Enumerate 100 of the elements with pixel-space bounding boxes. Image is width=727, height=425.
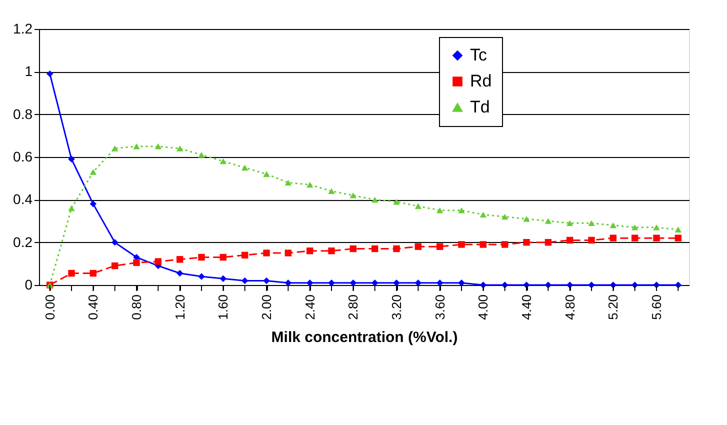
point: [414, 280, 422, 286]
point: [566, 282, 574, 288]
point: [306, 280, 314, 286]
point: [414, 243, 422, 250]
x-tick-label: 2.80: [346, 294, 361, 320]
point: [674, 234, 682, 242]
point: [176, 270, 184, 277]
point: [154, 143, 162, 150]
legend-label: Td: [470, 98, 490, 116]
point: [458, 280, 465, 286]
point: [220, 254, 227, 261]
x-tick-label: 0.80: [129, 294, 144, 320]
point: [544, 238, 552, 246]
y-tick-label: 0.6: [13, 148, 33, 164]
point: [133, 143, 140, 150]
point: [111, 146, 118, 152]
point: [46, 70, 54, 78]
x-tick-label: 4.80: [562, 294, 578, 320]
x-tick-label: 0.00: [42, 294, 58, 320]
point: [350, 192, 357, 198]
point: [414, 203, 422, 209]
point: [350, 280, 357, 286]
point: [631, 234, 638, 242]
point: [480, 282, 487, 288]
point: [350, 245, 357, 252]
point: [371, 196, 378, 203]
x-tick-label: 1.20: [172, 294, 188, 320]
point: [674, 282, 682, 288]
point: [263, 171, 270, 177]
y-tick-label: 0.2: [13, 234, 33, 250]
x-tick-label: 1.60: [216, 294, 231, 320]
point: [90, 270, 97, 277]
x-tick-label: 2.00: [259, 294, 274, 320]
point: [198, 152, 205, 158]
point: [544, 218, 552, 224]
point: [610, 222, 617, 228]
point: [566, 220, 574, 226]
point: [176, 146, 184, 152]
x-tick-label: 4.40: [519, 294, 534, 320]
point: [241, 164, 248, 171]
point: [436, 243, 444, 250]
point: [328, 248, 335, 254]
point: [610, 282, 617, 288]
point: [653, 234, 660, 242]
y-tick-label: 0.4: [13, 191, 33, 208]
legend-label: Tc: [470, 46, 488, 64]
point: [263, 250, 270, 256]
point: [133, 259, 140, 266]
point: [393, 245, 400, 252]
legend-label: Rd: [470, 72, 492, 90]
point: [284, 180, 292, 186]
point: [263, 277, 270, 284]
point: [154, 258, 162, 265]
point: [588, 220, 595, 226]
point: [610, 234, 617, 242]
x-tick-label: 5.20: [606, 294, 621, 320]
point: [393, 280, 400, 286]
point: [68, 270, 75, 277]
point: [111, 238, 118, 246]
x-tick-label: 5.60: [649, 294, 664, 320]
x-axis-title: Milk concentration (%Vol.): [271, 328, 458, 346]
point: [566, 236, 574, 244]
y-tick-label: 0.8: [13, 106, 33, 122]
point: [90, 200, 97, 208]
point: [458, 241, 465, 248]
point: [436, 207, 444, 214]
point: [393, 198, 400, 205]
point: [653, 224, 660, 230]
point: [501, 241, 508, 248]
y-tick-label: 0: [24, 276, 33, 292]
point: [371, 280, 378, 286]
point: [306, 182, 314, 188]
point: [90, 169, 97, 175]
point: [198, 273, 205, 280]
point: [198, 254, 205, 261]
point: [68, 205, 75, 212]
point: [328, 188, 335, 194]
x-tick-label: 4.00: [476, 294, 491, 320]
point: [631, 282, 638, 288]
point: [523, 216, 530, 222]
point: [588, 236, 595, 244]
point: [480, 241, 487, 248]
point: [241, 277, 248, 284]
point: [328, 280, 335, 286]
point: [284, 280, 292, 286]
point: [458, 207, 465, 214]
point: [544, 282, 552, 288]
point: [674, 226, 682, 232]
point: [371, 245, 378, 252]
point: [111, 262, 118, 270]
point: [480, 212, 487, 218]
point: [501, 214, 508, 220]
point: [220, 275, 227, 282]
point: [436, 280, 444, 286]
point: [501, 282, 508, 288]
y-tick-label: 1: [24, 63, 33, 80]
point: [631, 224, 638, 230]
point: [176, 256, 184, 263]
x-tick-label: 3.60: [432, 294, 448, 320]
point: [284, 250, 292, 256]
